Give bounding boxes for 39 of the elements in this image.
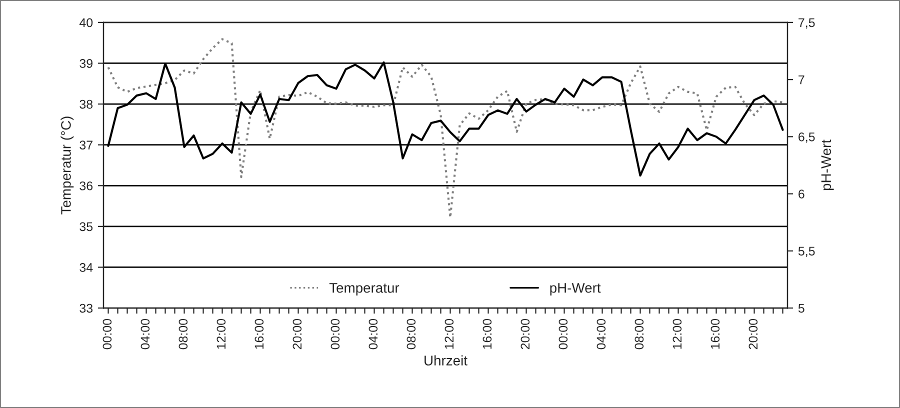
- y-tick-label: 34: [80, 263, 93, 272]
- y-tick-label: 33: [80, 304, 93, 313]
- x-tick-label: 12:00: [444, 318, 454, 349]
- y-tick-label: 40: [79, 18, 93, 28]
- x-tick-label: 16:00: [254, 318, 264, 349]
- y-tick-label: 39: [80, 59, 92, 68]
- line-series: [107, 61, 784, 177]
- y2-tick-label: 7: [798, 75, 804, 84]
- x-tick-label: 12:00: [672, 318, 682, 349]
- x-tick-label: 04:00: [596, 318, 606, 350]
- y2-tick-label: 5,5: [798, 246, 815, 258]
- x-axis-title: Uhrzeit: [424, 355, 468, 366]
- y2-axis-title: pH-Wert: [821, 140, 834, 190]
- x-tick-label: 08:00: [634, 318, 644, 350]
- y2-tick-label: 5: [798, 304, 804, 313]
- y-tick-label: 36: [80, 181, 93, 190]
- x-tick-label: 20:00: [748, 318, 758, 350]
- x-tick-label: 08:00: [406, 318, 416, 350]
- x-tick-label: 16:00: [710, 318, 720, 349]
- x-tick-label: 04:00: [140, 318, 150, 350]
- y-tick-label: 38: [80, 100, 93, 109]
- x-tick-label: 04:00: [368, 318, 378, 350]
- y-tick-label: 37: [80, 140, 92, 150]
- x-tick-label: 20:00: [292, 318, 302, 350]
- x-tick-label: 00:00: [330, 318, 340, 350]
- y2-tick-label: 6,5: [798, 132, 815, 143]
- x-tick-label: 16:00: [482, 318, 492, 349]
- x-tick-label: 20:00: [520, 318, 530, 350]
- x-tick-label: 08:00: [178, 318, 188, 350]
- x-tick-label: 00:00: [102, 318, 112, 350]
- line-series: [107, 38, 784, 219]
- y2-tick-label: 6: [798, 190, 804, 198]
- y-axis-title: Temperatur (°C): [60, 116, 74, 214]
- legend-label: pH-Wert: [550, 283, 601, 296]
- y2-tick-label: 7,5: [798, 18, 815, 29]
- legend-label: Temperatur: [329, 283, 400, 296]
- x-tick-label: 12:00: [216, 318, 226, 349]
- x-tick-label: 00:00: [558, 318, 568, 350]
- y-tick-label: 35: [80, 222, 93, 232]
